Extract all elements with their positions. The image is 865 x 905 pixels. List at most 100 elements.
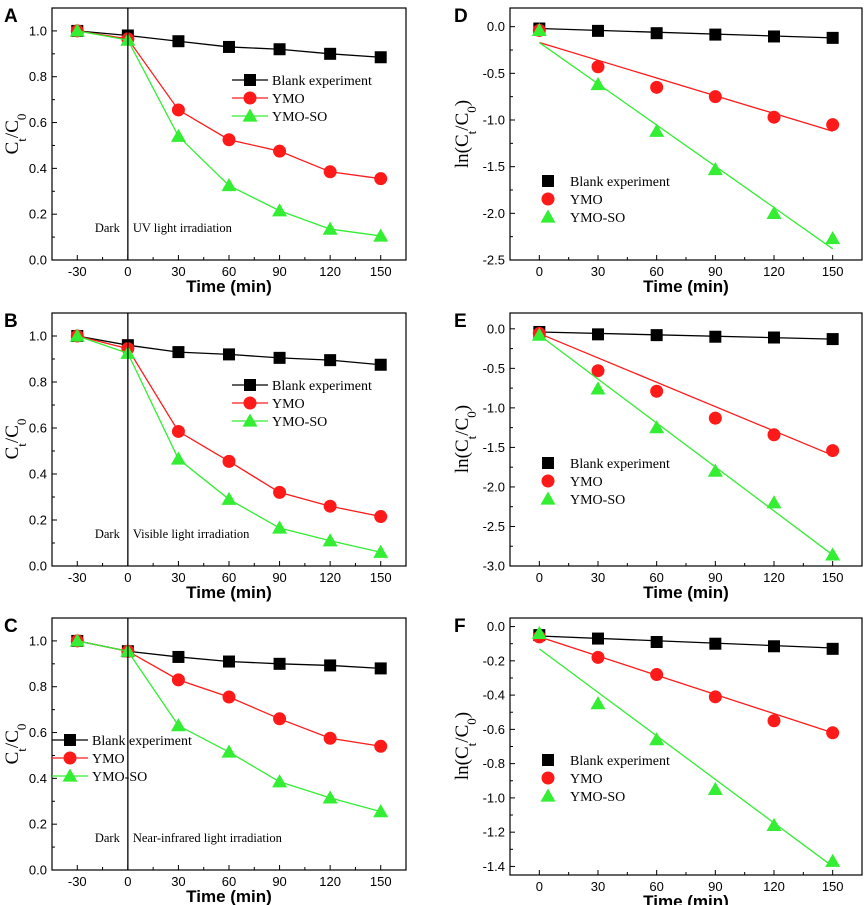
legend-label: YMO-SO [570,790,625,805]
x-tick-label: 30 [171,570,185,585]
legend: Blank experiment YMO YMO-SO [540,457,670,508]
x-tick-label: 30 [171,264,185,279]
data-point [766,817,782,831]
legend-marker [243,396,257,410]
y-tick-label: 0.4 [29,161,47,176]
data-point [826,726,840,740]
data-point [768,30,780,43]
data-point [531,327,547,341]
legend-marker [540,788,556,802]
y-axis-title-part: ) [452,712,473,718]
y-axis-title: Ct/C0 [2,724,29,765]
series-line [77,335,381,553]
x-tick-label: 0 [124,264,131,279]
y-axis-title-part: ln(C [452,439,473,473]
y-tick-label: -3.0 [483,559,505,574]
y-axis-title-part: C [2,447,23,460]
y-tick-label: 0.2 [29,817,47,832]
data-point [650,80,664,94]
y-tick-label: 0.2 [29,207,47,222]
data-point [709,28,722,41]
x-tick-label: 0 [124,570,131,585]
data-point [826,444,840,458]
x-tick-label: 150 [370,264,392,279]
y-tick-label: -1.0 [483,400,505,415]
y-axis-title: Ct/C0 [2,114,29,155]
data-point [826,118,840,132]
series-square [71,24,387,64]
data-point [222,133,236,147]
series-triangle [531,625,841,867]
legend-label: YMO [272,92,305,107]
fit-line [538,334,834,556]
y-tick-label: -1.2 [483,825,505,840]
y-tick-label: -1.5 [483,440,505,455]
y-axis-title-part: 0 [14,724,29,731]
y-tick-label: 0.6 [29,725,47,740]
data-point [592,632,604,645]
x-axis-title: Time (min) [643,583,729,602]
fit-line [539,41,833,132]
series-triangle [531,327,841,561]
data-point [171,424,185,438]
data-point [768,640,780,653]
y-axis-title-part: ) [452,100,473,106]
data-point [272,203,288,217]
data-point [170,128,186,142]
y-tick-label: -2.0 [483,206,505,221]
data-point [322,221,338,235]
data-point [170,718,186,732]
data-point [272,774,288,788]
data-point [273,43,286,56]
y-tick-label: -2.5 [483,253,505,268]
series-triangle [69,328,389,558]
panel-d: 0 30 60 90 120 150 -2.5 -2.0 -1.5 -1.0 -0.5 0.0 Time… [452,6,863,296]
data-point [767,110,781,124]
x-tick-label: 150 [370,874,392,889]
annotation-irradiation: Visible light irradiation [133,527,250,541]
legend-marker [542,175,554,187]
y-axis-title-part: /C [2,425,23,443]
y-tick-label: -1.5 [483,159,505,174]
y-axis-title-part: ) [452,405,473,411]
legend-marker [540,209,556,223]
data-point [592,328,604,341]
x-tick-label: -30 [68,874,87,889]
y-axis-title-part: t [464,742,479,746]
x-tick-label: 0 [536,264,543,279]
x-tick-label: 30 [171,874,185,889]
panel-letter: B [4,311,18,332]
data-point [826,333,839,346]
data-point [826,642,839,655]
x-tick-label: -30 [68,264,87,279]
series-circle [532,630,840,740]
legend-label: YMO [570,193,603,208]
panel-letter: F [454,616,466,637]
legend-label: Blank experiment [92,734,192,749]
y-axis-title-part: t [14,443,29,447]
data-point [650,635,663,648]
x-tick-label: 150 [822,570,844,585]
x-tick-label: 60 [649,570,663,585]
y-tick-label: -0.4 [483,688,505,703]
annotation-dark: Dark [95,831,121,845]
data-point [650,668,664,682]
legend-label: Blank experiment [272,379,372,394]
x-tick-label: 0 [536,879,543,894]
data-point [590,696,606,710]
x-tick-label: 120 [763,264,785,279]
data-point [649,420,665,434]
data-point [221,491,237,505]
data-point [531,22,547,37]
y-tick-label: 0.6 [29,421,47,436]
series-square [71,634,387,675]
y-tick-label: 0.0 [29,559,47,574]
legend-marker [542,754,554,766]
series-square [533,629,839,655]
plot-frame [509,617,863,876]
panel-letter: A [4,6,18,27]
data-point [69,633,85,647]
data-point [590,381,606,395]
legend-marker [62,768,78,782]
